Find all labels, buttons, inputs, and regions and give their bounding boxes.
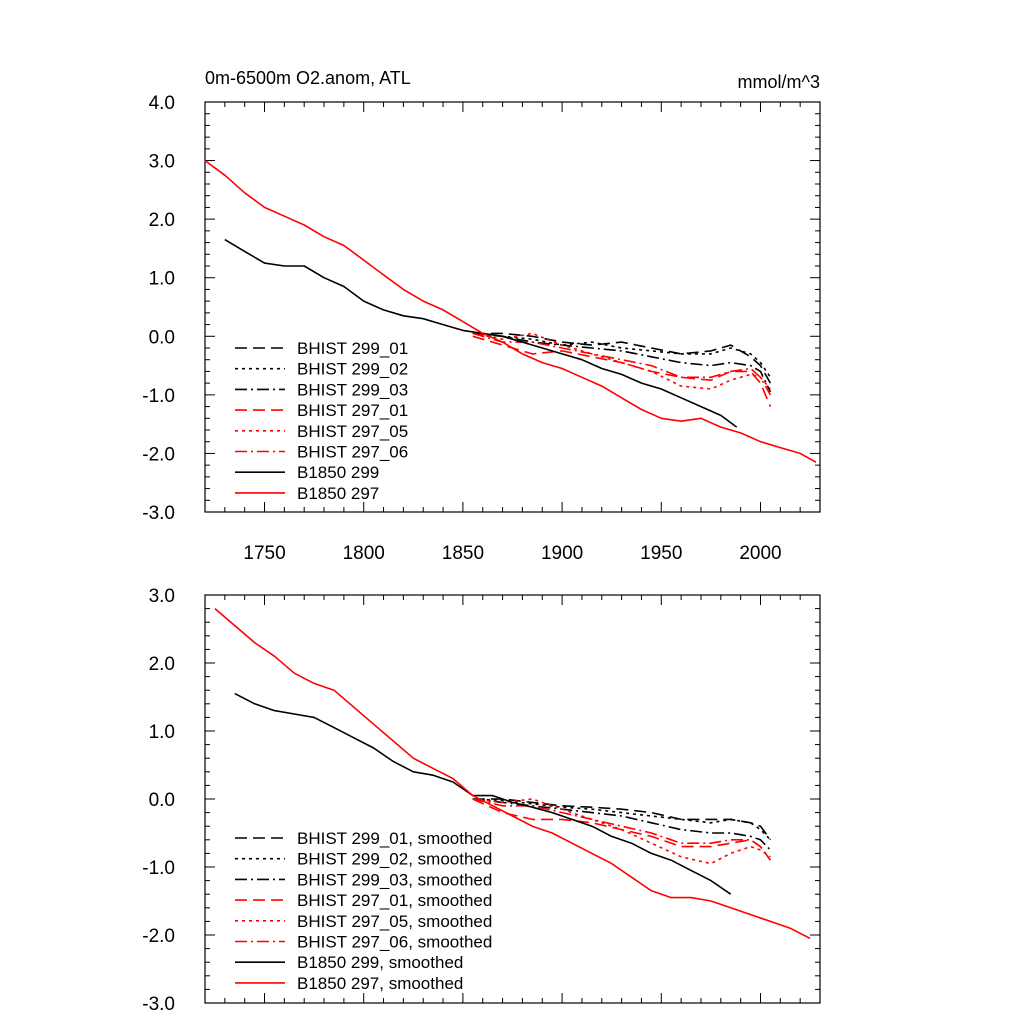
legend-entry: BHIST 297_06, smoothed: [297, 933, 492, 952]
x-tick-label: 1950: [640, 543, 682, 564]
y-tick-label: 1.0: [149, 722, 175, 743]
x-tick-label: 2000: [739, 543, 781, 564]
series-line: [234, 692, 732, 895]
x-tick-label: 1850: [442, 543, 484, 564]
y-tick-label: -2.0: [142, 444, 175, 465]
series-line: [472, 798, 772, 861]
series-line: [472, 798, 772, 841]
bottom-panel: 3.0 2.0 1.0 0.0 -1.0 -2.0 -3.0 BHIST 299_01, sm…: [142, 586, 821, 1015]
legend-entry: BHIST 297_01: [297, 401, 408, 420]
y-tick-label: -2.0: [142, 926, 175, 947]
legend-entry: BHIST 297_01, smoothed: [297, 891, 492, 910]
y-tick-label: 3.0: [149, 152, 175, 173]
legend-entry: B1850 297: [297, 484, 379, 503]
y-tick-label: 3.0: [149, 586, 175, 607]
series-line: [472, 335, 772, 407]
series-line: [472, 798, 771, 851]
chart-title: 0m-6500m O2.anom, ATL: [205, 68, 411, 88]
y-tick-label: -1.0: [142, 386, 175, 407]
series-line: [214, 607, 811, 940]
legend-entry: BHIST 297_06: [297, 443, 408, 462]
legend-entry: BHIST 299_02, smoothed: [297, 850, 492, 869]
x-tick-label: 1800: [343, 543, 385, 564]
legend-entry: BHIST 299_03, smoothed: [297, 870, 492, 889]
top-panel: 0m-6500m O2.anom, ATL mmol/m^3 4.0 3.0 2.0…: [142, 68, 821, 564]
y-tick-label: -3.0: [142, 503, 175, 524]
y-tick-label: 2.0: [149, 654, 175, 675]
y-tick-label: -1.0: [142, 858, 175, 879]
legend-entry: BHIST 299_01, smoothed: [297, 829, 492, 848]
x-tick-label: 1750: [243, 543, 285, 564]
legend-entry: BHIST 299_02: [297, 360, 408, 379]
legend-entry: B1850 297, smoothed: [297, 974, 463, 993]
series-line: [472, 332, 772, 384]
y-tick-label: 2.0: [149, 210, 175, 231]
y-tick-label: 1.0: [149, 269, 175, 290]
series-line: [472, 798, 772, 861]
legend-entry: B1850 299: [297, 463, 379, 482]
y-tick-label: 0.0: [149, 790, 175, 811]
units-label: mmol/m^3: [738, 72, 820, 92]
y-tick-label: 4.0: [149, 93, 175, 114]
x-tick-label: 1900: [541, 543, 583, 564]
series-line: [472, 332, 772, 396]
legend-entry: BHIST 297_05: [297, 422, 408, 441]
series-line: [472, 332, 772, 378]
plot-frame: [204, 101, 821, 513]
y-tick-label: 0.0: [149, 327, 175, 348]
series-line: [204, 159, 817, 463]
legend-entry: BHIST 299_01: [297, 339, 408, 358]
legend-entry: BHIST 297_05, smoothed: [297, 912, 492, 931]
legend-entry: BHIST 299_03: [297, 380, 408, 399]
legend-entry: B1850 299, smoothed: [297, 953, 463, 972]
y-tick-label: -3.0: [142, 994, 175, 1015]
